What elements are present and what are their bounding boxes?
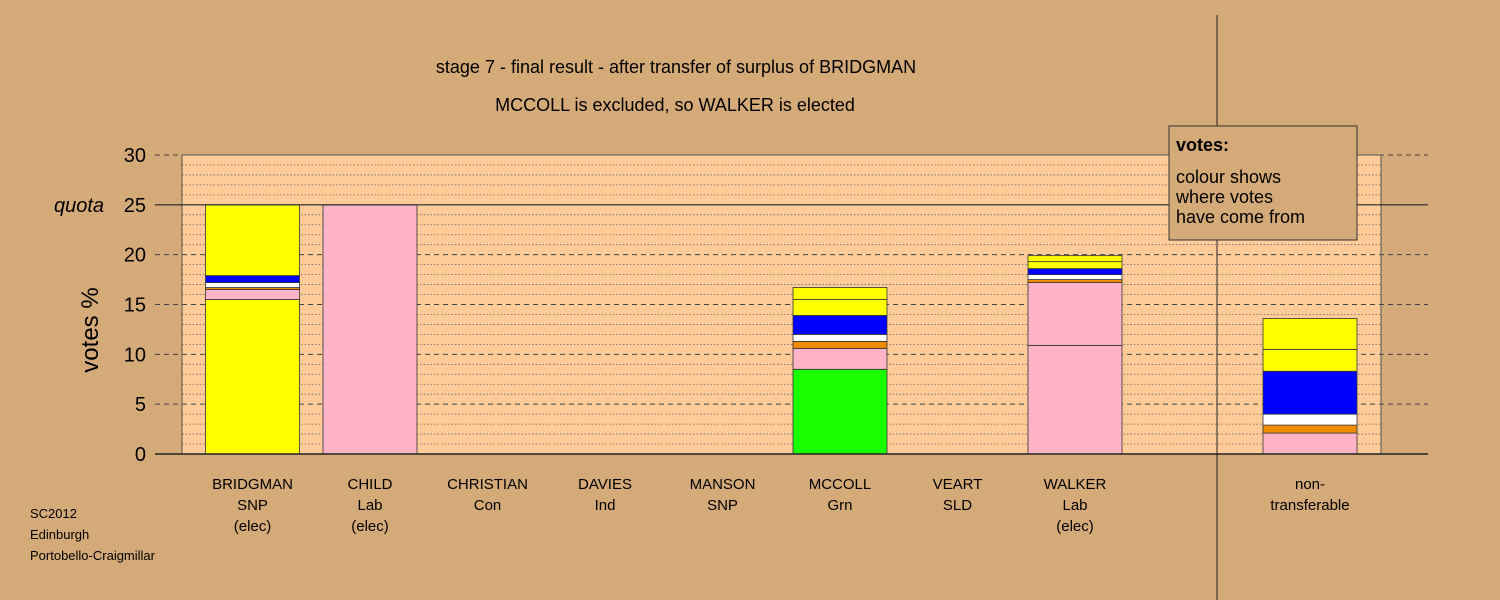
bar-segment-snp (205, 204, 300, 276)
bar-segment-sld (1027, 279, 1123, 283)
x-tick-label: WALKER (1044, 476, 1107, 493)
x-tick-label: Ind (595, 497, 616, 514)
x-tick-label: MANSON (690, 476, 756, 493)
x-axis-labels: BRIDGMAN SNP (elec) CHILD Lab (elec) CHRISTIAN… (212, 476, 1350, 535)
y-tick-label: 30 (124, 145, 146, 167)
bar-segment-sld (792, 340, 888, 349)
footer-line: Edinburgh (30, 527, 89, 542)
x-tick-label: BRIDGMAN (212, 476, 293, 493)
x-tick-label: (elec) (234, 518, 272, 535)
x-tick-label: SLD (943, 497, 972, 514)
x-tick-label: Lab (357, 497, 382, 514)
y-tick-label: 0 (135, 444, 146, 466)
bar-segment-con (205, 275, 300, 283)
legend-title: votes: (1176, 135, 1229, 155)
footer: SC2012 Edinburgh Portobello-Craigmillar (30, 506, 156, 563)
x-tick-label: DAVIES (578, 476, 632, 493)
bar-segment-con (792, 315, 888, 335)
footer-line: SC2012 (30, 506, 77, 521)
y-tick-label: 5 (135, 394, 146, 416)
legend: votes: colour shows where votes have com… (1168, 125, 1358, 241)
y-tick-label: 20 (124, 245, 146, 267)
y-tick-label: 10 (124, 344, 146, 366)
bars (205, 204, 1358, 455)
x-tick-label: MCCOLL (809, 476, 872, 493)
x-tick-label: (elec) (1056, 518, 1094, 535)
bar-segment-ind (1262, 413, 1358, 426)
bar-segment-lab (205, 289, 300, 300)
bar-segment-ind (792, 333, 888, 342)
axes: 0 5 10 15 20 25 30 (124, 15, 1428, 600)
bar-segment-snp (1027, 261, 1123, 270)
x-tick-label: SNP (237, 497, 268, 514)
x-tick-label: CHILD (347, 476, 392, 493)
legend-line: colour shows (1176, 167, 1281, 187)
bar-segment-snp (1262, 348, 1358, 372)
bar-segment-lab (1027, 344, 1123, 455)
bar-segment-lab (322, 204, 418, 455)
y-tick-label: 15 (124, 295, 146, 317)
x-tick-label: Grn (827, 497, 852, 514)
chart-subtitle: MCCOLL is excluded, so WALKER is elected (495, 95, 855, 115)
bar-segment-sld (1262, 424, 1358, 434)
x-tick-label: Con (474, 497, 502, 514)
bar-segment-lab (1262, 432, 1358, 455)
bar-segment-con (1262, 370, 1358, 415)
x-tick-label: SNP (707, 497, 738, 514)
footer-line: Portobello-Craigmillar (30, 548, 156, 563)
x-tick-label: (elec) (351, 518, 389, 535)
x-tick-label: VEART (933, 476, 983, 493)
legend-line: have come from (1176, 207, 1305, 227)
legend-line: where votes (1175, 187, 1273, 207)
y-axis-label: votes % (77, 287, 104, 372)
bar-segment-snp (205, 299, 300, 455)
bar-segment-con (1027, 268, 1123, 275)
x-tick-label: Lab (1062, 497, 1087, 514)
x-tick-label: transferable (1270, 497, 1349, 514)
bar-segment-snp (792, 299, 888, 316)
bar-segment-ind (1027, 274, 1123, 280)
chart-title: stage 7 - final result - after transfer … (436, 57, 916, 77)
bar-segment-ind (205, 282, 300, 288)
x-tick-label: non- (1295, 476, 1325, 493)
y-tick-label: 25 (124, 195, 146, 217)
bar-segment-snp (1262, 318, 1358, 350)
bar-segment-snp (1027, 255, 1123, 263)
bar-segment-lab (792, 347, 888, 370)
x-tick-label: CHRISTIAN (447, 476, 528, 493)
bar-segment-snp (792, 287, 888, 300)
bar-segment-grn (792, 368, 888, 455)
bar-segment-lab (1027, 282, 1123, 346)
quota-label: quota (54, 195, 104, 217)
